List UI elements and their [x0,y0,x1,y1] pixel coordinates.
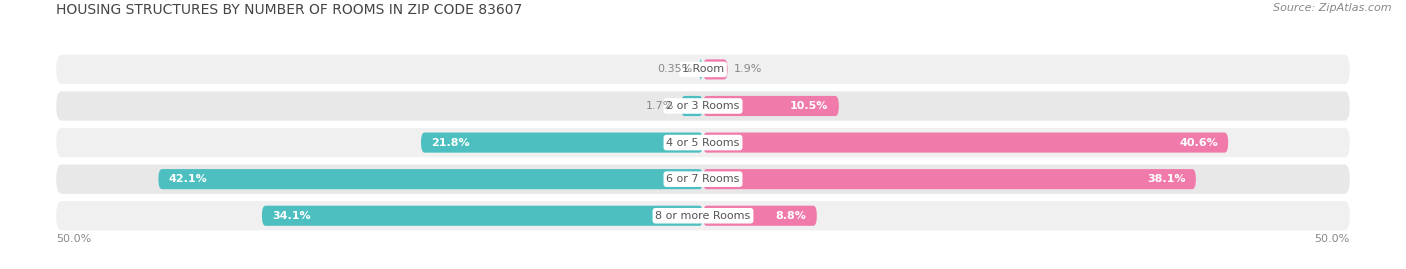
FancyBboxPatch shape [703,169,1197,189]
Text: 21.8%: 21.8% [432,137,470,148]
Text: 50.0%: 50.0% [56,234,91,244]
FancyBboxPatch shape [703,96,839,116]
Text: 1.7%: 1.7% [647,101,675,111]
Text: 42.1%: 42.1% [169,174,208,184]
Text: 8 or more Rooms: 8 or more Rooms [655,211,751,221]
FancyBboxPatch shape [56,55,1350,84]
FancyBboxPatch shape [262,206,703,226]
Text: 4 or 5 Rooms: 4 or 5 Rooms [666,137,740,148]
Text: Source: ZipAtlas.com: Source: ZipAtlas.com [1274,3,1392,13]
FancyBboxPatch shape [703,206,817,226]
Text: 50.0%: 50.0% [1315,234,1350,244]
FancyBboxPatch shape [56,165,1350,194]
Text: 40.6%: 40.6% [1180,137,1218,148]
FancyBboxPatch shape [699,59,703,79]
Text: 1.9%: 1.9% [734,64,762,75]
FancyBboxPatch shape [681,96,703,116]
Text: 8.8%: 8.8% [776,211,807,221]
FancyBboxPatch shape [56,201,1350,230]
Text: HOUSING STRUCTURES BY NUMBER OF ROOMS IN ZIP CODE 83607: HOUSING STRUCTURES BY NUMBER OF ROOMS IN… [56,3,523,17]
FancyBboxPatch shape [703,133,1229,153]
FancyBboxPatch shape [56,91,1350,121]
Text: 6 or 7 Rooms: 6 or 7 Rooms [666,174,740,184]
Text: 1 Room: 1 Room [682,64,724,75]
Text: 34.1%: 34.1% [273,211,311,221]
FancyBboxPatch shape [56,128,1350,157]
FancyBboxPatch shape [159,169,703,189]
Text: 10.5%: 10.5% [790,101,828,111]
Text: 38.1%: 38.1% [1147,174,1185,184]
FancyBboxPatch shape [420,133,703,153]
Text: 2 or 3 Rooms: 2 or 3 Rooms [666,101,740,111]
Text: 0.35%: 0.35% [657,64,692,75]
FancyBboxPatch shape [703,59,727,79]
